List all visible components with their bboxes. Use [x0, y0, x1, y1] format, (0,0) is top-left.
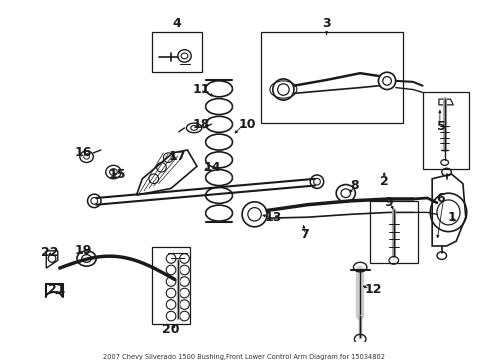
Bar — [369, 201, 417, 263]
Text: 11: 11 — [192, 83, 209, 96]
Text: 17: 17 — [168, 150, 185, 163]
Text: 4: 4 — [172, 17, 181, 30]
Text: 22: 22 — [41, 246, 58, 259]
Text: 1: 1 — [447, 211, 455, 224]
Bar — [152, 247, 190, 324]
Text: 21: 21 — [48, 283, 65, 296]
Text: 5: 5 — [436, 120, 445, 132]
Text: 12: 12 — [364, 283, 382, 296]
Text: 2007 Chevy Silverado 1500 Bushing,Front Lower Control Arm Diagram for 15034802: 2007 Chevy Silverado 1500 Bushing,Front … — [103, 354, 385, 360]
Bar — [261, 32, 403, 123]
Text: 6: 6 — [435, 192, 444, 204]
Bar — [422, 93, 468, 169]
Text: 10: 10 — [238, 118, 255, 131]
Text: 9: 9 — [384, 196, 392, 209]
Text: 3: 3 — [322, 17, 330, 30]
Text: 20: 20 — [162, 323, 180, 336]
Text: 16: 16 — [75, 147, 92, 159]
Text: 14: 14 — [203, 161, 221, 174]
Text: 8: 8 — [350, 179, 359, 192]
Text: 13: 13 — [264, 211, 281, 224]
Text: 15: 15 — [108, 167, 126, 180]
Bar — [152, 32, 202, 72]
Polygon shape — [431, 174, 465, 246]
Text: 18: 18 — [192, 118, 209, 131]
Text: 19: 19 — [75, 244, 92, 257]
Text: 2: 2 — [379, 175, 388, 188]
Text: 7: 7 — [299, 228, 308, 241]
